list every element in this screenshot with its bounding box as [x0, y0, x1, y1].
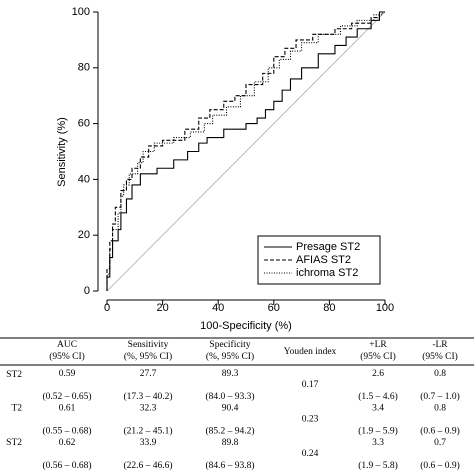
- table-header: Youden index: [284, 347, 337, 357]
- y-axis-label: Sensitivity (%): [56, 117, 68, 187]
- table-header: (%, 95% CI): [206, 351, 254, 362]
- table-cell: (1.9 – 5.9): [358, 426, 398, 437]
- table-header: (95% CI): [360, 351, 396, 362]
- table-cell: 89.8: [222, 438, 239, 448]
- y-tick-label: 100: [72, 6, 90, 18]
- table-cell: 27.7: [140, 369, 157, 379]
- table-cell: (17.3 – 40.2): [123, 391, 172, 402]
- table-cell: 90.4: [222, 404, 239, 414]
- table-cell: (0.7 – 1.0): [420, 391, 460, 402]
- table-header: (95% CI): [49, 351, 85, 362]
- table-cell: 3.4: [372, 404, 384, 414]
- x-tick-label: 80: [323, 302, 335, 314]
- table-cell: 0.17: [302, 380, 319, 390]
- legend-label: AFIAS ST2: [296, 254, 351, 266]
- y-tick-label: 80: [78, 62, 90, 74]
- table-cell: 89.3: [222, 369, 239, 379]
- table-header: Specificity: [209, 339, 250, 350]
- table-cell: (84.6 – 93.8): [205, 460, 254, 471]
- table-cell: (0.6 – 0.9): [420, 426, 460, 437]
- table-cell: 3.3: [372, 438, 384, 448]
- table-header: (%, 95% CI): [124, 351, 172, 362]
- row-label: T2: [11, 404, 22, 414]
- table-cell: (0.55 – 0.68): [42, 426, 91, 437]
- table-header: +LR: [369, 340, 387, 350]
- x-tick-label: 20: [156, 302, 168, 314]
- table-cell: (0.52 – 0.65): [42, 391, 91, 402]
- table-cell: (21.2 – 45.1): [123, 426, 172, 437]
- table-cell: (0.6 – 0.9): [420, 460, 460, 471]
- y-tick-label: 40: [78, 173, 90, 185]
- table-cell: 0.59: [59, 369, 76, 379]
- x-tick-label: 40: [212, 302, 224, 314]
- table-cell: (0.56 – 0.68): [42, 460, 91, 471]
- legend-label: ichroma ST2: [296, 267, 358, 279]
- table-cell: 0.62: [59, 438, 76, 448]
- table-cell: 33.9: [140, 438, 157, 448]
- table-cell: (84.0 – 93.3): [205, 391, 254, 402]
- table-cell: 0.23: [302, 415, 319, 425]
- legend-label: Presage ST2: [296, 241, 360, 253]
- y-tick-label: 20: [78, 229, 90, 241]
- y-tick-label: 0: [84, 285, 90, 297]
- table-cell: 0.24: [302, 449, 319, 459]
- table-header: AUC: [57, 340, 77, 350]
- table-cell: 2.6: [372, 369, 384, 379]
- y-tick-label: 60: [78, 118, 90, 130]
- reference-line: [106, 11, 386, 292]
- table-cell: 32.3: [140, 404, 157, 414]
- table-cell: (1.5 – 4.6): [358, 391, 398, 402]
- table-header: (95% CI): [422, 351, 458, 362]
- table-header: -LR: [432, 340, 448, 350]
- x-axis-label: 100-Specificity (%): [200, 320, 292, 332]
- table-cell: 0.8: [434, 369, 446, 379]
- table: AUC(95% CI)Sensitivity(%, 95% CI)Specifi…: [0, 337, 474, 471]
- table-cell: 0.7: [434, 438, 446, 448]
- table-cell: 0.8: [434, 404, 446, 414]
- x-tick-label: 100: [376, 302, 394, 314]
- roc-curve: [106, 11, 385, 291]
- table-header: Sensitivity: [128, 340, 169, 350]
- row-label: ST2: [6, 370, 22, 380]
- table-cell: (22.6 – 46.6): [123, 460, 172, 471]
- x-tick-label: 0: [104, 302, 110, 314]
- table-cell: (85.2 – 94.2): [205, 426, 254, 437]
- roc-curve: [106, 11, 385, 291]
- table-cell: (1.9 – 5.8): [358, 460, 398, 471]
- table-cell: 0.61: [59, 404, 76, 414]
- x-tick-label: 60: [268, 302, 280, 314]
- row-label: ST2: [6, 438, 22, 448]
